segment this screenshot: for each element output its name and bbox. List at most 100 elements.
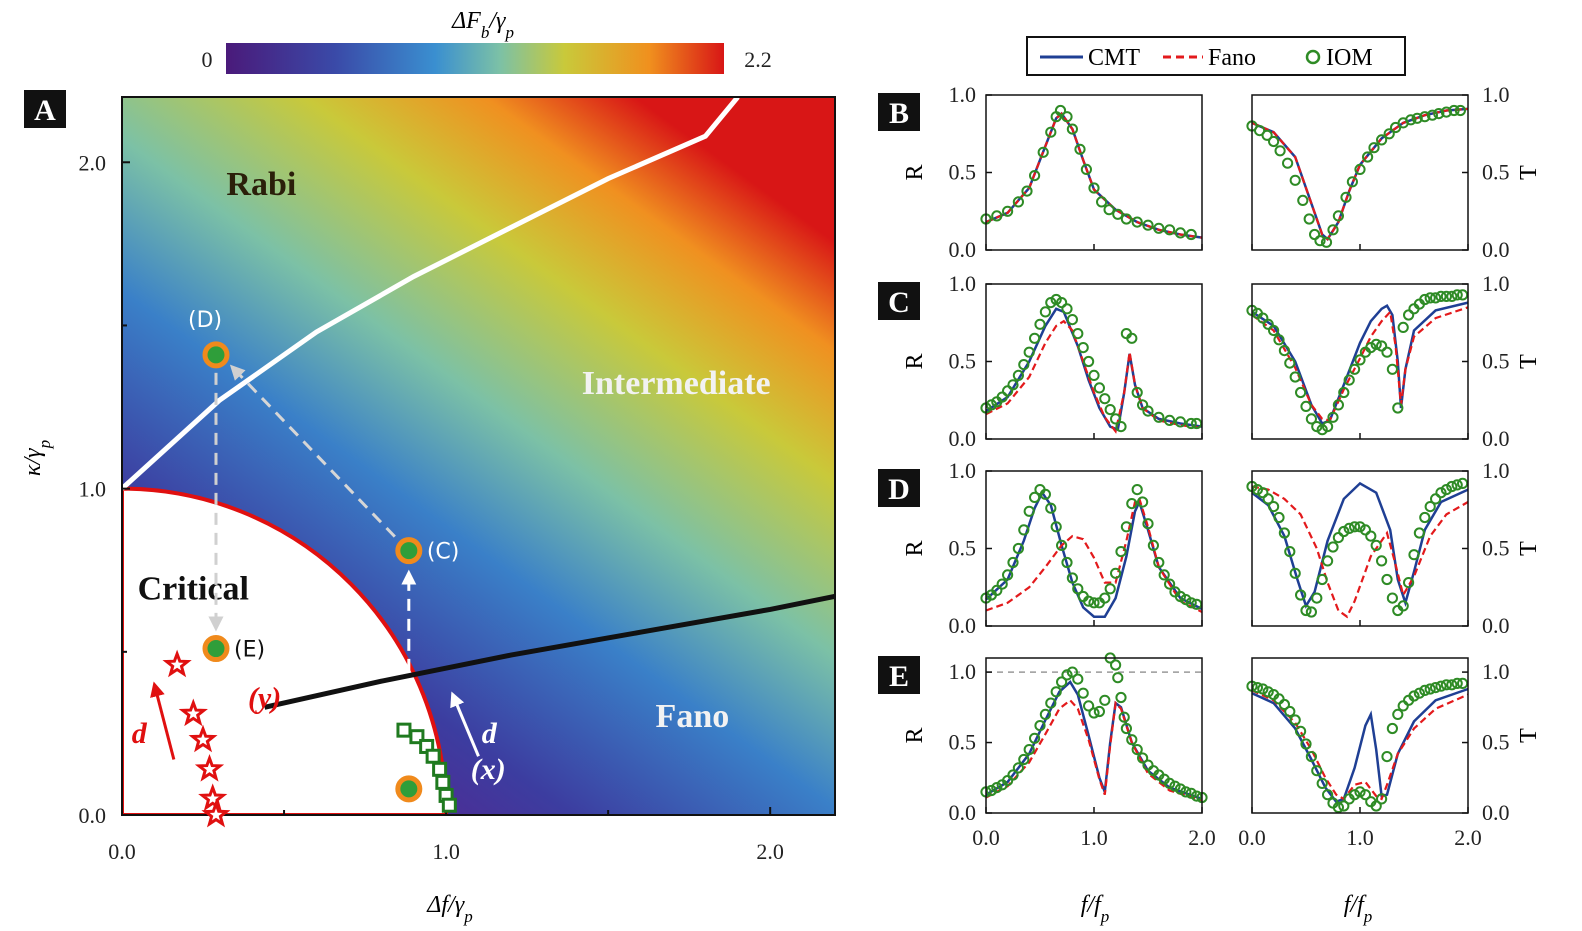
fano-curve bbox=[985, 497, 1203, 613]
iom-point bbox=[1083, 355, 1095, 368]
iom-point bbox=[1430, 292, 1442, 304]
iom-point bbox=[1262, 493, 1274, 505]
iom-point bbox=[1316, 573, 1328, 586]
iom-point bbox=[1327, 224, 1339, 236]
iom-point bbox=[1072, 583, 1084, 595]
iom-point bbox=[1370, 539, 1382, 552]
panel-b-right: 0.0 0.5 1.0 T bbox=[1246, 82, 1542, 262]
iom-point bbox=[1257, 683, 1269, 695]
iom-point bbox=[1131, 744, 1143, 756]
iom-point bbox=[1322, 421, 1334, 433]
iom-point bbox=[1120, 213, 1133, 225]
region-label-intermediate: Intermediate bbox=[582, 365, 771, 402]
path-x-marker bbox=[435, 774, 451, 790]
iom-point bbox=[1419, 684, 1431, 697]
iom-point bbox=[1191, 790, 1203, 802]
arrow-label-d-x: d bbox=[482, 717, 498, 750]
iom-point bbox=[1440, 106, 1453, 118]
panel-b-letter: B bbox=[889, 97, 909, 130]
iom-point bbox=[1029, 332, 1041, 344]
iom-point bbox=[1381, 751, 1393, 763]
iom-point bbox=[1376, 340, 1388, 352]
ytick-label: 0.5 bbox=[1482, 536, 1510, 561]
iom-point bbox=[1037, 146, 1049, 158]
iom-point bbox=[1370, 800, 1382, 812]
iom-point bbox=[1274, 145, 1286, 157]
iom-point bbox=[1012, 369, 1025, 381]
iom-point bbox=[1397, 700, 1409, 712]
panel-e-left: 0.0 0.5 1.0 0.0 1.0 2.0 R bbox=[902, 652, 1216, 850]
arrow-label-d-y: d bbox=[132, 717, 148, 750]
ytick-label: 0.0 bbox=[949, 613, 977, 638]
panel-a-phase-diagram: A 0.0 1.0 2.0 0.0 1.0 2.0 Rabi Intermediate Fan… bbox=[20, 90, 836, 926]
iom-point bbox=[1430, 682, 1442, 694]
panel-frame bbox=[1251, 283, 1469, 440]
iom-point bbox=[1346, 176, 1359, 188]
ytick-label: 0.0 bbox=[1482, 237, 1510, 262]
path-x-label: (x) bbox=[471, 753, 506, 786]
iom-point bbox=[1066, 123, 1079, 135]
iom-point bbox=[1405, 114, 1417, 126]
iom-point bbox=[1440, 679, 1453, 691]
iom-point bbox=[1023, 346, 1035, 358]
iom-point bbox=[1257, 312, 1269, 324]
iom-point bbox=[1370, 338, 1382, 350]
xtick-label: 1.0 bbox=[1346, 825, 1374, 850]
arrow-d-path-y bbox=[150, 681, 176, 760]
colorbar-min-label: 0 bbox=[202, 47, 213, 72]
panel-e-badge bbox=[878, 656, 920, 694]
ylabel-r: R bbox=[902, 353, 928, 369]
iom-point bbox=[1322, 789, 1334, 801]
iom-point bbox=[1077, 342, 1089, 354]
iom-point bbox=[1446, 290, 1458, 302]
iom-point bbox=[1397, 600, 1409, 612]
iom-point bbox=[1332, 210, 1345, 222]
panel-e-letter: E bbox=[889, 660, 909, 693]
iom-point bbox=[1153, 411, 1165, 423]
iom-point bbox=[1305, 413, 1318, 425]
panel-a-ticks: 0.0 1.0 2.0 0.0 1.0 2.0 bbox=[79, 150, 784, 864]
colorbar-max-label: 2.2 bbox=[744, 47, 772, 72]
ytick-label: 0.5 bbox=[1482, 730, 1510, 755]
iom-point bbox=[1039, 488, 1052, 500]
iom-point bbox=[1174, 783, 1187, 795]
path-x-marker bbox=[396, 722, 412, 738]
ytick-label: 0.5 bbox=[949, 536, 977, 561]
panel-a-xtick-label: 2.0 bbox=[756, 839, 784, 864]
iom-point bbox=[1430, 493, 1442, 505]
iom-point bbox=[1454, 104, 1467, 117]
iom-point bbox=[1403, 577, 1415, 589]
colorbar: ΔFb/γp 0 2.2 bbox=[202, 8, 772, 74]
iom-point bbox=[1191, 417, 1203, 430]
iom-point bbox=[1289, 567, 1301, 579]
iom-point bbox=[1131, 216, 1143, 228]
iom-point bbox=[1002, 205, 1014, 217]
cmt-curve bbox=[985, 490, 1203, 618]
ytick-label: 1.0 bbox=[1482, 82, 1510, 107]
panel-a-badge bbox=[24, 90, 66, 128]
iom-point bbox=[1103, 204, 1115, 216]
iom-point bbox=[1061, 669, 1073, 681]
iom-point bbox=[1007, 769, 1019, 781]
xtick-label: 2.0 bbox=[1188, 825, 1216, 850]
iom-point bbox=[1327, 411, 1339, 423]
iom-point bbox=[1174, 590, 1187, 603]
ytick-label: 0.5 bbox=[1482, 349, 1510, 374]
iom-point bbox=[1115, 691, 1127, 704]
iom-point bbox=[1099, 393, 1111, 405]
iom-point bbox=[1096, 196, 1108, 208]
legend-iom-label: IOM bbox=[1326, 45, 1373, 71]
path-x-marker bbox=[432, 761, 448, 777]
iom-point bbox=[1054, 104, 1067, 117]
iom-point bbox=[991, 584, 1003, 597]
ylabel-t: T bbox=[1516, 354, 1542, 369]
iom-point bbox=[1088, 182, 1100, 194]
iom-point bbox=[1126, 332, 1138, 344]
iom-point bbox=[1300, 738, 1312, 750]
iom-point bbox=[1349, 789, 1361, 801]
path-y-marker bbox=[178, 698, 208, 727]
iom-point bbox=[1376, 555, 1388, 567]
path-x-marker bbox=[441, 797, 457, 813]
iom-point bbox=[1126, 498, 1138, 510]
